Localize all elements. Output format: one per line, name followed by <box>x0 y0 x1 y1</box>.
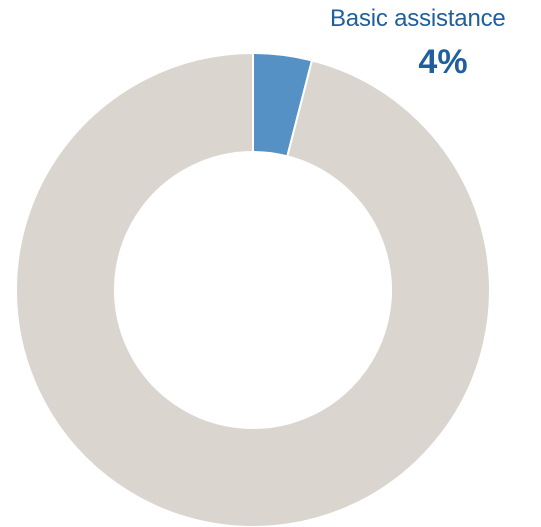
slice-remainder <box>15 51 491 527</box>
slice-value-basic-assistance: 4% <box>418 43 468 81</box>
donut-slices <box>15 51 491 527</box>
slice-label-basic-assistance: Basic assistance <box>330 5 506 32</box>
